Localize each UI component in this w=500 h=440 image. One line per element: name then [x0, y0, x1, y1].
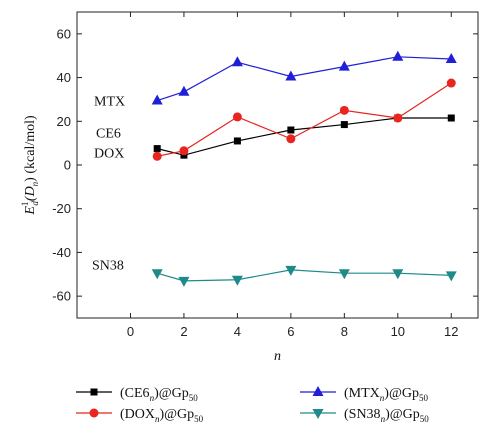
data-point-mtx: [285, 70, 297, 81]
data-point-ce6: [447, 114, 455, 122]
series-line-mtx: [157, 56, 452, 102]
x-tick-label: 6: [287, 324, 294, 339]
y-tick-label: 60: [57, 26, 71, 41]
y-tick-label: 20: [57, 114, 71, 129]
x-tick-label: 2: [180, 324, 187, 339]
data-point-sn38: [178, 276, 190, 287]
data-point-sn38: [151, 269, 163, 280]
data-point-dox: [286, 134, 296, 144]
data-point-mtx: [178, 85, 190, 96]
legend-label-mtx: (MTXn)@Gp50: [344, 386, 428, 403]
legend-item-sn38: (SN38n)@Gp50: [300, 407, 429, 424]
legend-item-mtx: (MTXn)@Gp50: [300, 386, 428, 403]
y-tick-label: 40: [57, 70, 71, 85]
annotation-sn38: SN38: [92, 259, 124, 274]
series-sn38: [151, 265, 457, 287]
data-point-sn38: [231, 275, 243, 286]
data-point-dox: [393, 113, 403, 123]
legend-label-ce6: (CE6n)@Gp50: [120, 386, 198, 403]
data-point-mtx: [392, 50, 404, 61]
y-axis-title: E1d(Dn) (kcal/mol): [20, 115, 40, 216]
annotation-ce6: CE6: [96, 127, 121, 142]
series-dox: [152, 78, 456, 161]
series-mtx: [151, 50, 457, 105]
legend-marker-mtx: [312, 386, 324, 396]
data-point-dox: [339, 105, 349, 115]
data-point-sn38: [445, 271, 457, 282]
annotation-dox: DOX: [94, 146, 124, 161]
data-point-dox: [446, 78, 456, 88]
data-point-ce6: [153, 145, 161, 153]
y-tick-label: 0: [64, 158, 71, 173]
data-point-dox: [179, 146, 189, 156]
legend-label-sn38: (SN38n)@Gp50: [344, 407, 429, 424]
plot-area: CE6 DOX MTX SN38: [92, 50, 457, 287]
y-tick-label: -40: [52, 245, 71, 260]
legend-marker-ce6: [90, 388, 98, 396]
y-tick-label: -20: [52, 201, 71, 216]
x-tick-label: 0: [127, 324, 134, 339]
data-point-ce6: [233, 137, 241, 145]
data-point-dox: [152, 151, 162, 161]
legend-marker-sn38: [312, 409, 324, 419]
data-point-mtx: [231, 56, 243, 67]
data-point-sn38: [392, 269, 404, 280]
data-point-sn38: [338, 269, 350, 280]
data-point-mtx: [445, 52, 457, 63]
data-point-mtx: [151, 94, 163, 105]
legend-item-dox: (DOXn)@Gp50: [76, 407, 204, 424]
series-ce6: [153, 114, 455, 159]
series-line-ce6: [157, 117, 452, 156]
legend-label-dox: (DOXn)@Gp50: [120, 407, 204, 424]
legend-item-ce6: (CE6n)@Gp50: [76, 386, 198, 403]
x-tick-label: 8: [341, 324, 348, 339]
data-point-sn38: [285, 265, 297, 276]
legend-marker-dox: [89, 408, 99, 418]
y-tick-label: -60: [52, 289, 71, 304]
data-point-mtx: [338, 60, 350, 71]
data-point-ce6: [287, 126, 295, 134]
legend: (CE6n)@Gp50 (DOXn)@Gp50 (MTXn)@Gp50 (SN38n)…: [76, 386, 429, 424]
x-axis-title: n: [274, 349, 281, 364]
x-tick-label: 4: [234, 324, 241, 339]
data-point-dox: [232, 112, 242, 122]
x-tick-label: 10: [391, 324, 405, 339]
annotation-mtx: MTX: [94, 95, 125, 110]
series-line-dox: [157, 82, 452, 157]
x-tick-label: 12: [444, 324, 458, 339]
axes: 0 2 4 6 8 10 12 -60 -40 -20 0 20 40 60 n E1d(Dn) (kcal/…: [20, 11, 479, 364]
data-point-ce6: [340, 121, 348, 129]
series-line-sn38: [157, 269, 452, 282]
